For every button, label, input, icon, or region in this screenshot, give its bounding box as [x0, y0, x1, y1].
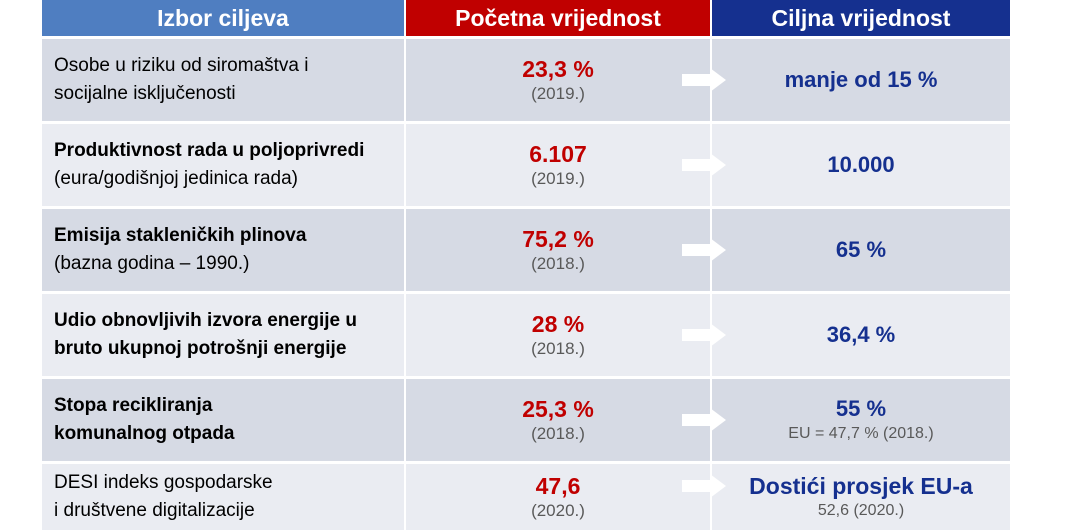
goal-line-1: Emisija stakleničkih plinova [54, 225, 307, 246]
initial-cell: 47,6 (2020.) [406, 464, 726, 530]
table-row: Udio obnovljivih izvora energije u bruto… [42, 294, 1010, 376]
goal-line-1: Stopa recikliranja [54, 395, 213, 416]
initial-year: (2018.) [531, 339, 585, 358]
target-value: 10.000 [827, 152, 895, 177]
right-arrow-icon [682, 474, 726, 498]
initial-cell: 6.107 (2019.) [406, 124, 726, 206]
table-row: Stopa recikliranja komunalnog otpada 25,… [42, 379, 1010, 461]
initial-cell: 75,2 % (2018.) [406, 209, 726, 291]
goal-line-1: Produktivnost rada u poljoprivredi [54, 140, 365, 161]
target-cell: 55 % EU = 47,7 % (2018.) [712, 379, 1010, 461]
table-header: Izbor ciljeva Početna vrijednost Ciljna … [42, 0, 1010, 36]
right-arrow-icon [682, 408, 726, 432]
target-value: manje od 15 % [784, 67, 938, 92]
target-cell: Dostići prosjek EU-a 52,6 (2020.) [712, 464, 1010, 530]
target-value: 55 % [835, 396, 887, 421]
initial-cell: 23,3 % (2019.) [406, 39, 726, 121]
initial-year: (2018.) [531, 424, 585, 443]
target-value: 65 % [835, 237, 887, 262]
initial-year: (2019.) [531, 84, 585, 103]
target-cell: 65 % [712, 209, 1010, 291]
target-value: Dostići prosjek EU-a [749, 473, 973, 499]
goal-line-2: socijalne isključenosti [54, 83, 236, 104]
right-arrow-icon [682, 323, 726, 347]
goal-cell: DESI indeks gospodarske i društvene digi… [42, 464, 406, 530]
goal-cell: Emisija stakleničkih plinova (bazna godi… [42, 209, 406, 291]
goal-line-2: i društvene digitalizacije [54, 500, 255, 521]
table-row: Osobe u riziku od siromaštva i socijalne… [42, 39, 1010, 121]
goal-line-1: DESI indeks gospodarske [54, 472, 273, 493]
goal-cell: Produktivnost rada u poljoprivredi (eura… [42, 124, 406, 206]
initial-cell: 25,3 % (2018.) [406, 379, 726, 461]
initial-value: 25,3 % [522, 396, 594, 422]
target-value: 36,4 % [826, 322, 896, 347]
goal-line-2: (eura/godišnjoj jedinica rada) [54, 168, 298, 189]
table-row: Produktivnost rada u poljoprivredi (eura… [42, 124, 1010, 206]
header-target-value: Ciljna vrijednost [712, 0, 1010, 36]
header-goals: Izbor ciljeva [42, 0, 406, 36]
goal-line-1: Osobe u riziku od siromaštva i [54, 55, 309, 76]
initial-year: (2018.) [531, 254, 585, 273]
goals-table: Izbor ciljeva Početna vrijednost Ciljna … [42, 0, 1010, 530]
goal-line-2: bruto ukupnoj potrošnji energije [54, 338, 347, 359]
goal-cell: Udio obnovljivih izvora energije u bruto… [42, 294, 406, 376]
target-cell: 36,4 % [712, 294, 1010, 376]
initial-year: (2020.) [531, 501, 585, 520]
goal-cell: Stopa recikliranja komunalnog otpada [42, 379, 406, 461]
initial-value: 6.107 [529, 141, 587, 167]
right-arrow-icon [682, 68, 726, 92]
initial-year: (2019.) [531, 169, 585, 188]
target-note: EU = 47,7 % (2018.) [788, 425, 934, 442]
target-note: 52,6 (2020.) [817, 502, 905, 519]
goal-line-2: (bazna godina – 1990.) [54, 253, 250, 274]
table-row: Emisija stakleničkih plinova (bazna godi… [42, 209, 1010, 291]
initial-value: 75,2 % [522, 226, 594, 252]
initial-value: 47,6 [535, 473, 581, 499]
goal-line-1: Udio obnovljivih izvora energije u [54, 310, 357, 331]
goal-cell: Osobe u riziku od siromaštva i socijalne… [42, 39, 406, 121]
initial-cell: 28 % (2018.) [406, 294, 726, 376]
header-initial-value: Početna vrijednost [406, 0, 712, 36]
target-cell: 10.000 [712, 124, 1010, 206]
target-cell: manje od 15 % [712, 39, 1010, 121]
right-arrow-icon [682, 238, 726, 262]
right-arrow-icon [682, 153, 726, 177]
initial-value: 28 % [531, 311, 585, 337]
goal-line-2: komunalnog otpada [54, 423, 235, 444]
initial-value: 23,3 % [522, 56, 594, 82]
table-row: DESI indeks gospodarske i društvene digi… [42, 464, 1010, 530]
